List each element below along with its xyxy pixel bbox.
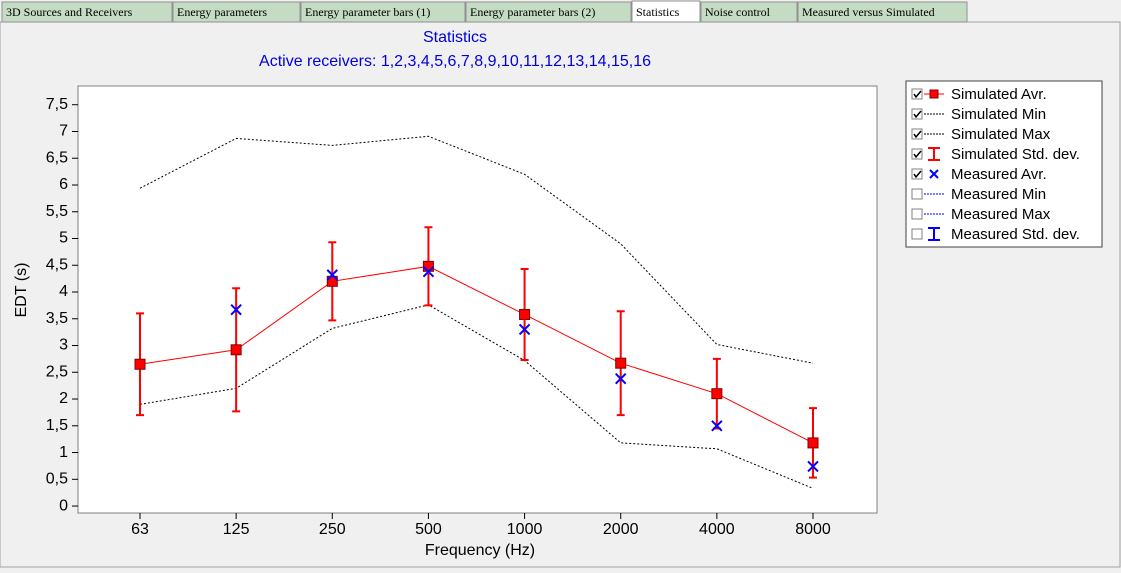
x-tick-label: 2000 [603, 521, 639, 538]
tab-label: Energy parameters [177, 5, 267, 19]
legend-label: Measured Avr. [951, 166, 1047, 183]
tab-label: Energy parameter bars (1) [305, 5, 430, 19]
legend-checkbox[interactable] [911, 108, 923, 120]
y-axis-label: EDT (s) [13, 263, 30, 318]
marker [807, 460, 819, 473]
marker [807, 437, 819, 449]
chart-title: Statistics [423, 29, 487, 46]
tab-label: Measured versus Simulated [802, 5, 935, 19]
y-tick-label: 4 [59, 283, 68, 300]
checkmark [913, 90, 922, 99]
legend-checkbox[interactable] [911, 128, 923, 140]
tab[interactable] [1, 1, 173, 23]
y-tick-label: 6 [59, 176, 68, 193]
y-tick-label: 5,5 [46, 203, 68, 220]
tab-label: 3D Sources and Receivers [6, 5, 133, 19]
legend-checkbox[interactable] [911, 228, 923, 240]
legend-label: Measured Min [951, 186, 1046, 203]
legend-label: Simulated Avr. [951, 86, 1047, 103]
legend-checkbox[interactable] [911, 168, 923, 180]
range-line [139, 135, 814, 364]
tab[interactable] [797, 1, 968, 23]
y-tick-label: 3,5 [46, 310, 68, 327]
y-tick-label: 7 [59, 123, 68, 140]
marker [422, 265, 435, 278]
tab[interactable] [631, 0, 701, 23]
legend-swatch [929, 89, 939, 99]
plot-area [77, 85, 878, 514]
marker [422, 260, 434, 272]
checkmark [913, 170, 922, 179]
x-tick-label: 4000 [699, 521, 735, 538]
x-tick-label: 125 [223, 521, 250, 538]
legend-label: Simulated Max [951, 126, 1051, 143]
data-line [139, 265, 814, 444]
tab[interactable] [700, 1, 798, 23]
legend-swatch [929, 169, 939, 179]
y-tick-label: 3 [59, 337, 68, 354]
marker [615, 372, 627, 385]
tab-label: Noise control [705, 5, 771, 19]
x-tick-label: 1000 [507, 521, 543, 538]
y-tick-label: 1,5 [46, 417, 68, 434]
legend-checkbox[interactable] [911, 208, 923, 220]
x-axis-label: Frequency (Hz) [425, 542, 535, 559]
marker [326, 269, 338, 281]
legend-label: Measured Std. dev. [951, 226, 1080, 243]
x-tick-label: 500 [415, 521, 442, 538]
legend-checkbox[interactable] [911, 148, 923, 160]
x-tick-label: 8000 [795, 521, 831, 538]
legend-label: Simulated Min [951, 106, 1046, 123]
tab[interactable] [172, 1, 301, 23]
tab[interactable] [300, 1, 466, 23]
marker [230, 344, 242, 356]
marker [134, 358, 146, 370]
y-tick-label: 2 [59, 390, 68, 407]
legend-swatch [928, 227, 940, 241]
y-tick-label: 0,5 [46, 471, 68, 488]
legend-box [905, 80, 1103, 248]
chart-subtitle: Active receivers: 1,2,3,4,5,6,7,8,9,10,1… [259, 53, 651, 70]
legend-label: Measured Max [951, 206, 1051, 223]
y-tick-label: 5 [59, 230, 68, 247]
y-tick-label: 1 [59, 444, 68, 461]
y-tick-label: 6,5 [46, 149, 68, 166]
checkmark [913, 110, 922, 119]
legend-checkbox[interactable] [911, 88, 923, 100]
y-tick-label: 2,5 [46, 363, 68, 380]
legend-label: Simulated Std. dev. [951, 146, 1080, 163]
tab-label: Energy parameter bars (2) [470, 5, 595, 19]
y-tick-label: 7,5 [46, 96, 68, 113]
marker [518, 323, 531, 336]
checkmark [913, 130, 922, 139]
marker [326, 275, 338, 287]
legend-checkbox[interactable] [911, 188, 923, 200]
range-line [139, 304, 814, 489]
x-tick-label: 250 [319, 521, 346, 538]
marker [519, 308, 531, 320]
y-tick-label: 0 [59, 497, 68, 514]
legend-swatch [928, 147, 940, 161]
checkmark [913, 150, 922, 159]
tab[interactable] [465, 1, 632, 23]
marker [711, 388, 723, 400]
x-tick-label: 63 [131, 521, 149, 538]
tab-label: Statistics [636, 5, 680, 19]
y-tick-label: 4,5 [46, 256, 68, 273]
marker [230, 303, 242, 316]
marker [711, 420, 723, 432]
marker [615, 357, 627, 369]
